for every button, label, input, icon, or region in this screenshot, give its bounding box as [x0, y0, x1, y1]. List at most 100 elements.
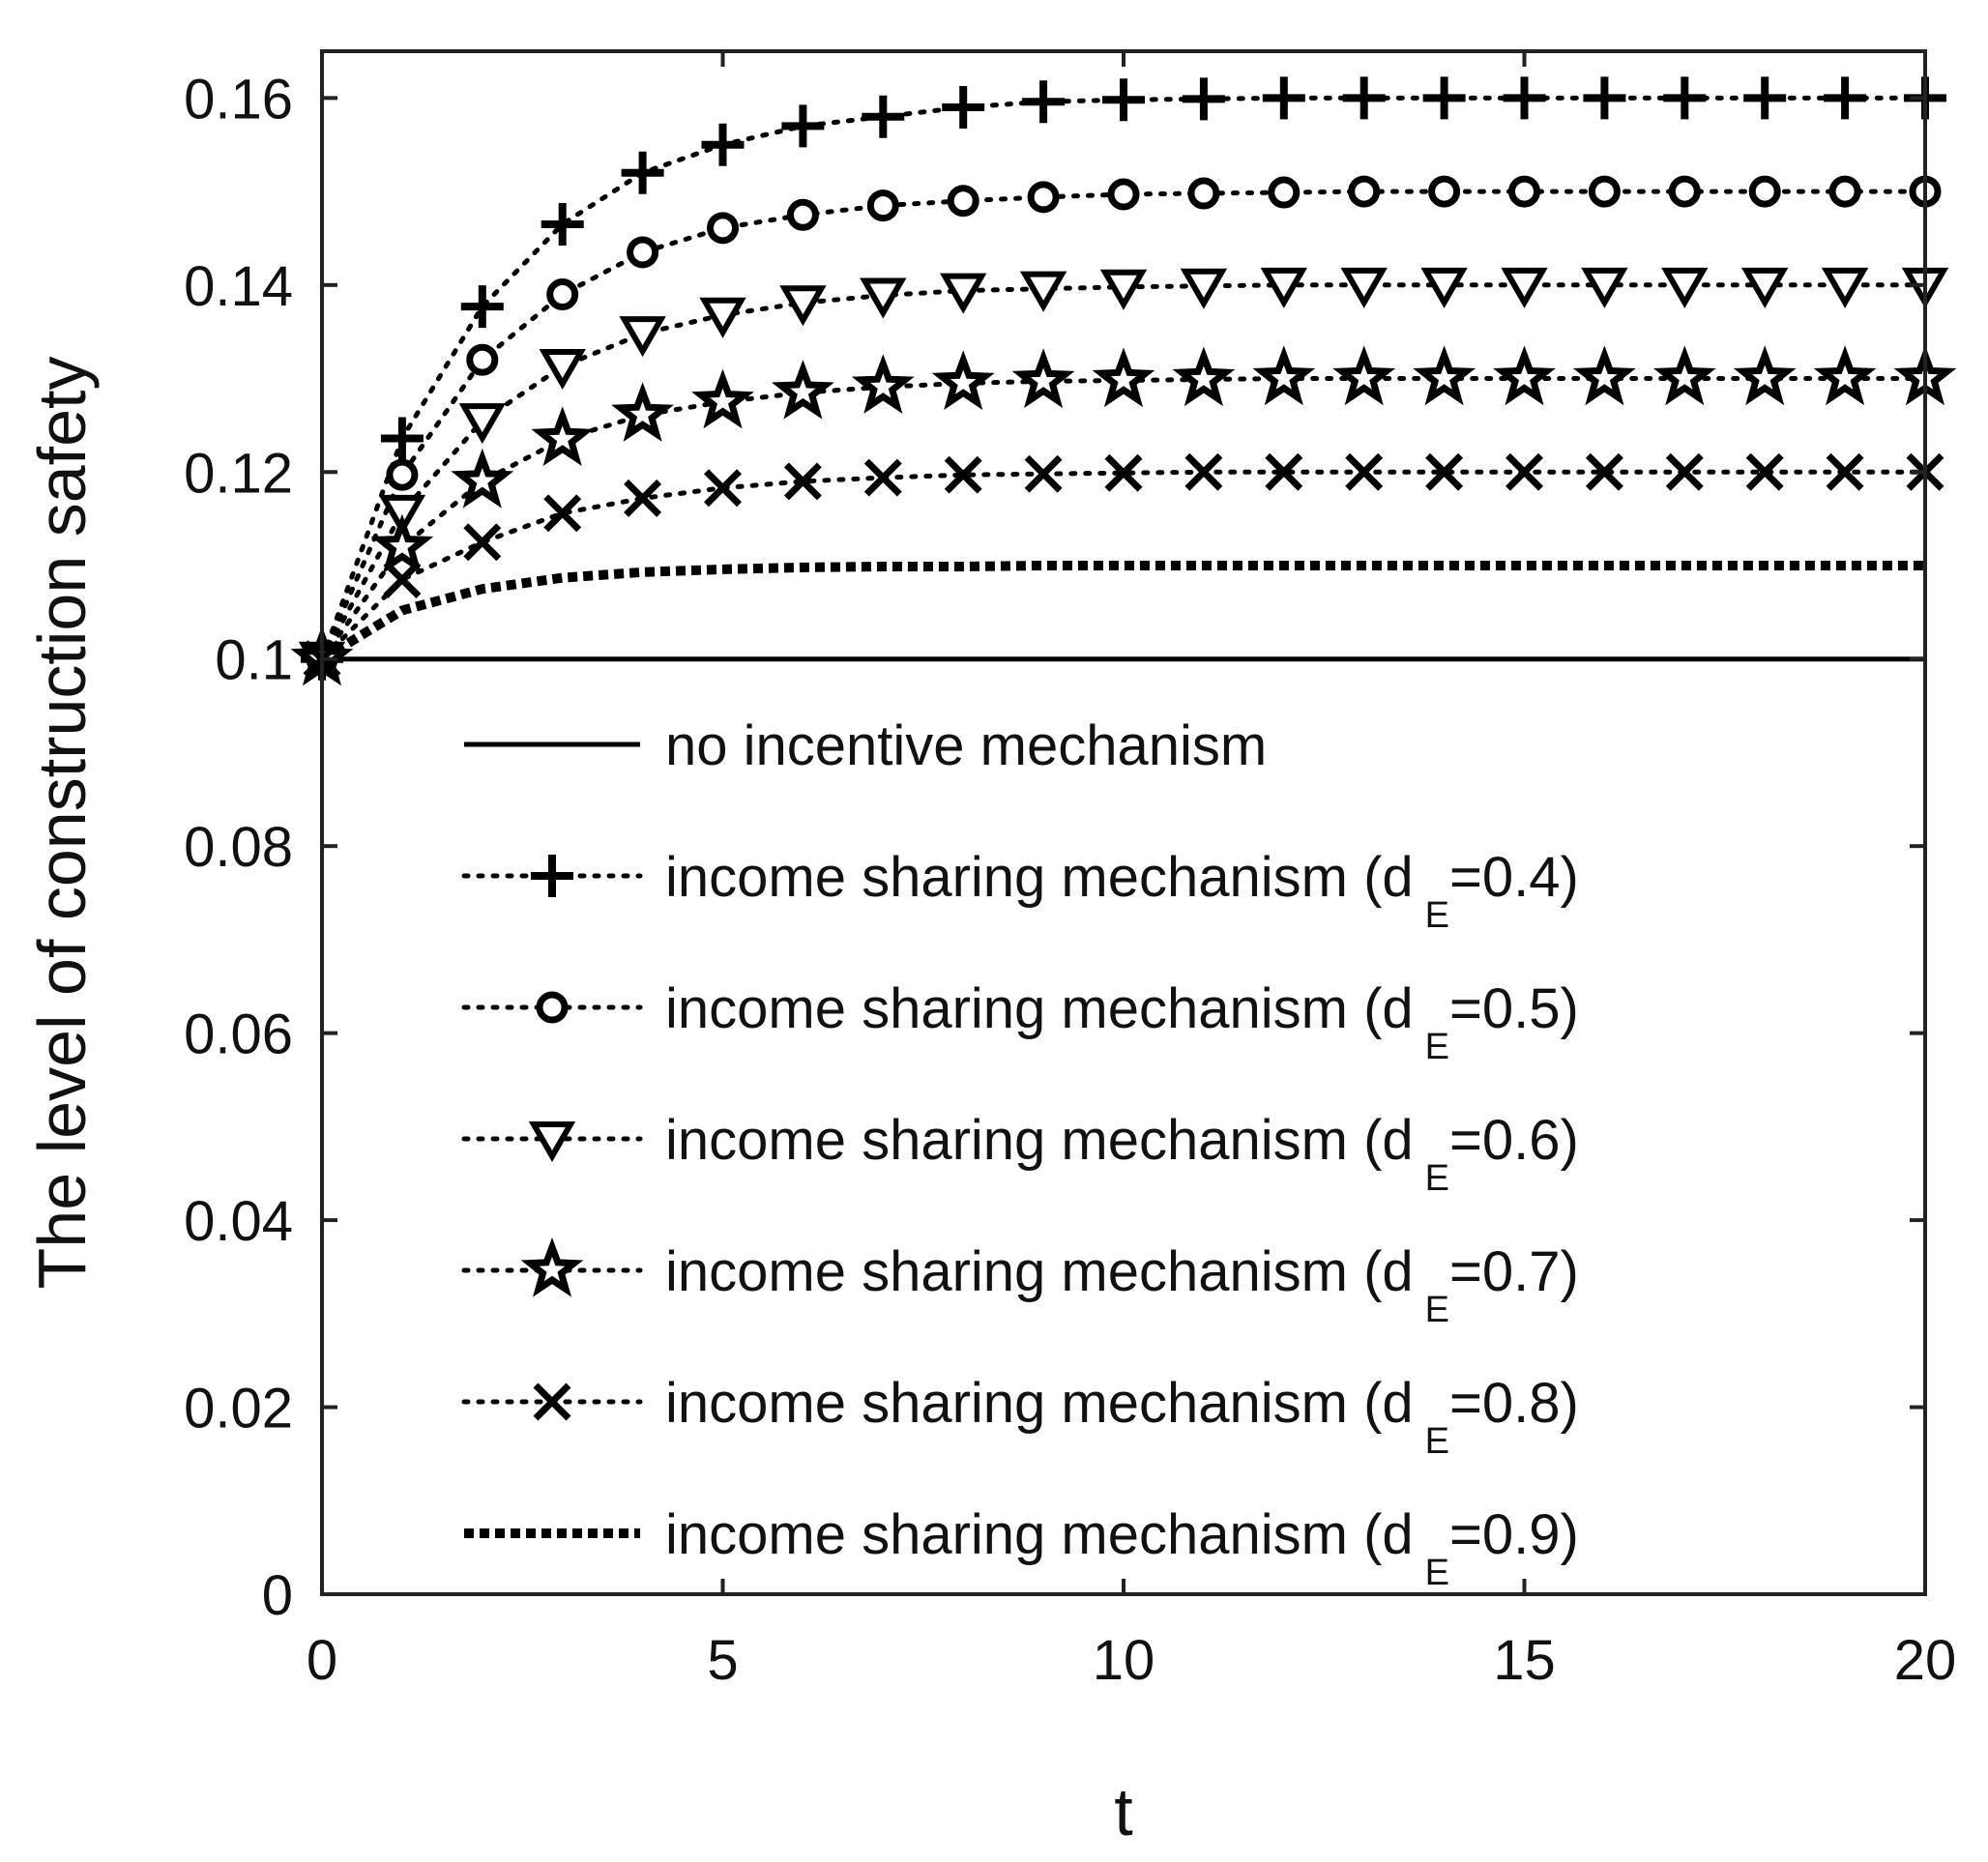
data-point-s4-3 — [531, 406, 595, 466]
data-point-s1-1 — [380, 417, 424, 460]
data-point-s5-19 — [1826, 452, 1864, 491]
x-marker-b — [863, 458, 902, 497]
triangle-marker — [528, 1121, 576, 1163]
circle-marker — [1668, 175, 1701, 208]
data-point-s3-18 — [1741, 267, 1789, 308]
triangle-marker — [1340, 267, 1388, 308]
data-point-s3-5 — [699, 297, 746, 338]
legend-entry: income sharing mechanism (dE=0.8) — [461, 1372, 1579, 1462]
legend-label: income sharing mechanism (dE=0.4) — [665, 846, 1579, 936]
data-point-s1-19 — [1824, 76, 1867, 120]
data-point-s1-15 — [1503, 76, 1546, 120]
star-marker — [1413, 345, 1476, 406]
legend-entry: income sharing mechanism (dE=0.6) — [461, 1109, 1579, 1199]
legend-marker — [528, 1121, 576, 1163]
data-point-s5-16 — [1585, 452, 1623, 491]
data-point-s1-3 — [541, 202, 584, 246]
circle-marker — [1428, 175, 1461, 208]
x-tick-label: 0 — [307, 1629, 337, 1692]
legend-label: income sharing mechanism (dE=0.6) — [665, 1109, 1579, 1199]
series-line-6 — [319, 561, 1925, 663]
data-point-s1-18 — [1743, 76, 1787, 120]
data-point-s1-7 — [862, 95, 905, 138]
x-marker-b — [1104, 453, 1143, 492]
data-point-s5-8 — [944, 455, 982, 494]
triangle-marker — [378, 494, 426, 536]
y-tick-label: 0.08 — [184, 816, 293, 879]
y-tick-label: 0.12 — [184, 442, 293, 505]
x-tick-label: 5 — [707, 1629, 738, 1692]
data-point-s5-15 — [1506, 452, 1543, 491]
data-point-s5-12 — [1265, 452, 1303, 491]
data-point-s3-3 — [539, 348, 586, 390]
star-marker — [1493, 345, 1556, 406]
x-marker-b — [1425, 452, 1464, 491]
data-point-s2-18 — [1748, 175, 1781, 208]
data-point-s5-17 — [1665, 452, 1704, 491]
data-point-s3-1 — [378, 494, 426, 536]
star-marker — [691, 368, 754, 429]
data-point-s3-6 — [779, 285, 827, 327]
circle-marker — [786, 198, 819, 231]
data-point-s2-13 — [1348, 175, 1381, 208]
data-point-s1-8 — [942, 86, 985, 130]
circle-marker — [627, 236, 659, 269]
x-marker-b — [783, 462, 822, 501]
data-point-s1-16 — [1583, 76, 1626, 120]
circle-marker — [1588, 175, 1621, 208]
data-point-s5-3 — [543, 494, 582, 533]
star-marker — [851, 354, 915, 414]
y-tick-label: 0.02 — [184, 1378, 293, 1440]
star-marker — [1733, 345, 1797, 406]
legend-marker — [533, 1382, 571, 1421]
circle-marker — [386, 458, 419, 491]
legend-marker — [531, 855, 573, 897]
data-point-s1-13 — [1342, 76, 1386, 120]
data-point-s5-7 — [863, 458, 902, 497]
star-marker — [1332, 345, 1396, 406]
legend-entry: income sharing mechanism (dE=0.5) — [461, 977, 1579, 1067]
data-point-s1-4 — [621, 151, 664, 194]
data-point-s3-10 — [1099, 269, 1148, 310]
circle-marker — [546, 277, 579, 310]
y-axis-label: The level of construction safety — [24, 357, 100, 1290]
data-point-s3-12 — [1260, 267, 1307, 308]
data-point-s1-9 — [1022, 80, 1066, 124]
circle-marker — [1348, 175, 1381, 208]
triangle-marker — [1821, 267, 1869, 308]
x-marker-b — [463, 523, 502, 562]
data-point-s1-2 — [460, 285, 504, 329]
legend-label: income sharing mechanism (dE=0.5) — [665, 977, 1579, 1067]
data-point-s5-11 — [1184, 452, 1223, 491]
data-point-s4-7 — [851, 354, 915, 414]
x-axis-label: t — [1114, 1774, 1132, 1849]
triangle-marker — [699, 297, 746, 338]
data-point-s3-19 — [1821, 267, 1869, 308]
data-point-s4-18 — [1733, 345, 1797, 406]
star-marker — [611, 382, 674, 442]
triangle-marker — [1420, 267, 1468, 308]
data-point-s2-1 — [386, 458, 419, 491]
data-point-s4-8 — [931, 350, 995, 410]
data-point-s5-18 — [1745, 452, 1784, 491]
data-point-s3-2 — [458, 403, 506, 445]
x-marker-b — [1024, 454, 1063, 493]
data-point-s2-5 — [707, 212, 739, 245]
legend-label: income sharing mechanism (dE=0.8) — [665, 1372, 1579, 1462]
triangle-marker — [1099, 269, 1148, 310]
x-marker-b — [1184, 452, 1223, 491]
data-point-s2-15 — [1508, 175, 1540, 208]
data-point-s3-4 — [619, 316, 666, 358]
x-tick-label: 10 — [1093, 1629, 1155, 1692]
legend-entry: income sharing mechanism (dE=0.4) — [461, 846, 1579, 936]
circle-marker — [1748, 175, 1781, 208]
data-point-s1-17 — [1663, 76, 1707, 120]
x-marker-b — [1745, 452, 1784, 491]
data-point-s2-19 — [1828, 175, 1861, 208]
triangle-marker — [779, 285, 827, 327]
star-marker — [520, 1236, 584, 1297]
data-point-s5-9 — [1024, 454, 1063, 493]
data-point-s3-17 — [1661, 267, 1709, 308]
data-point-s4-19 — [1813, 345, 1877, 406]
data-point-s4-10 — [1092, 347, 1155, 408]
